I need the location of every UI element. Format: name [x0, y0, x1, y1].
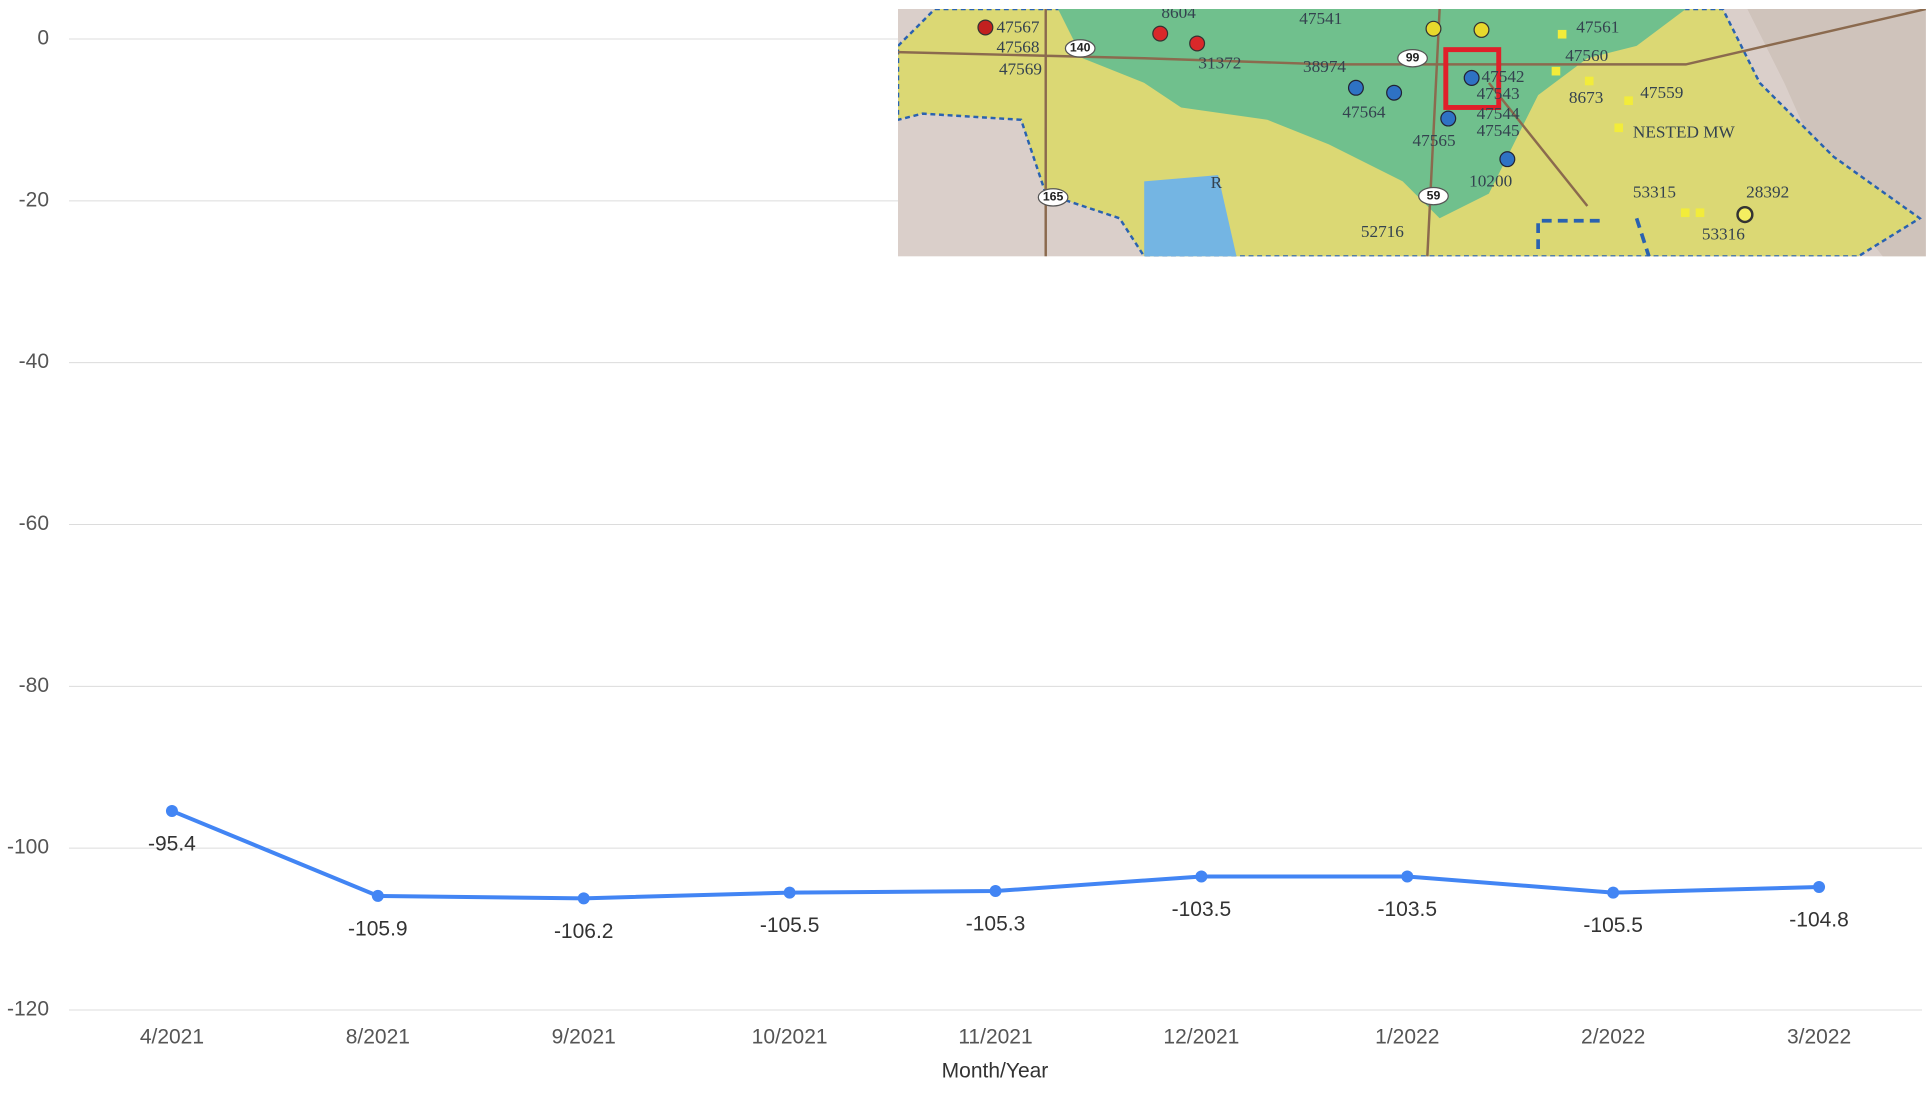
x-tick-label: 2/2022	[1581, 1026, 1645, 1049]
map-label: 47565	[1413, 131, 1456, 150]
y-tick-label: -60	[19, 512, 49, 535]
point	[783, 886, 796, 899]
map-label: 47567	[996, 18, 1039, 37]
map-label: 47542	[1481, 67, 1524, 86]
map-label: 28392	[1746, 183, 1789, 202]
point	[1607, 886, 1620, 899]
data-label: -105.5	[1583, 914, 1643, 937]
point	[1401, 870, 1414, 883]
map-label: 47568	[996, 37, 1039, 56]
map-label: 38974	[1303, 57, 1346, 76]
point	[1813, 881, 1826, 894]
map-label: 47543	[1477, 84, 1520, 103]
map-label: NESTED MW	[1633, 122, 1736, 141]
map-label: R	[1211, 173, 1223, 192]
map-label: 165	[1043, 190, 1064, 204]
inset-map: 47567 47568 47569 8604 140 31372 47541 9…	[898, 3, 1926, 257]
map-label: 8604	[1161, 3, 1196, 22]
plot: 0 -20 -40 -60 -80 -100 -120 4/2021 8/2021 9/2021 1…	[7, 27, 1922, 1049]
point	[1195, 870, 1208, 883]
map-label: 47541	[1299, 9, 1342, 28]
map-label: 99	[1406, 50, 1420, 64]
data-label: -105.5	[760, 914, 820, 937]
x-tick-label: 4/2021	[140, 1026, 204, 1049]
map-label: 47544	[1477, 104, 1520, 123]
map-label: 47569	[999, 60, 1042, 79]
map-label: 52716	[1361, 222, 1404, 241]
map-label: 47545	[1477, 121, 1520, 140]
map-label: 47560	[1565, 46, 1608, 65]
point	[165, 804, 178, 817]
y-tick-label: -80	[19, 674, 49, 697]
point	[577, 892, 590, 905]
y-tick-label: -120	[7, 998, 49, 1021]
x-tick-label: 3/2022	[1787, 1026, 1851, 1049]
x-tick-label: 11/2021	[958, 1026, 1032, 1049]
data-label: -95.4	[148, 832, 196, 855]
map-label: 31372	[1198, 53, 1241, 72]
map-label: 8673	[1569, 88, 1603, 107]
data-label: -106.2	[554, 920, 614, 943]
map-label: 47561	[1576, 18, 1619, 37]
x-tick-label: 9/2021	[552, 1026, 616, 1049]
y-tick-label: -20	[19, 188, 49, 211]
data-label: -105.3	[966, 913, 1026, 936]
map-label: 47564	[1342, 103, 1385, 122]
data-label: -103.5	[1378, 898, 1438, 921]
map-label: 53316	[1702, 224, 1745, 243]
data-label: -103.5	[1172, 898, 1232, 921]
x-tick-label: 12/2021	[1163, 1026, 1239, 1049]
y-tick-label: 0	[37, 27, 49, 50]
x-tick-label: 8/2021	[346, 1026, 410, 1049]
x-tick-label: 10/2021	[752, 1026, 828, 1049]
y-tick-label: -40	[19, 350, 49, 373]
map-label: 140	[1070, 41, 1091, 55]
map-label: 53315	[1633, 183, 1676, 202]
map-label: 10200	[1469, 172, 1512, 191]
data-label: -105.9	[348, 917, 408, 940]
y-tick-label: -100	[7, 836, 49, 859]
x-tick-label: 1/2022	[1375, 1026, 1439, 1049]
data-label: -104.8	[1789, 909, 1849, 932]
point	[371, 889, 384, 902]
point	[989, 885, 1002, 898]
map-label: 47559	[1640, 83, 1683, 102]
x-axis-title: Month/Year	[942, 1060, 1049, 1083]
map-label: 59	[1427, 188, 1441, 202]
